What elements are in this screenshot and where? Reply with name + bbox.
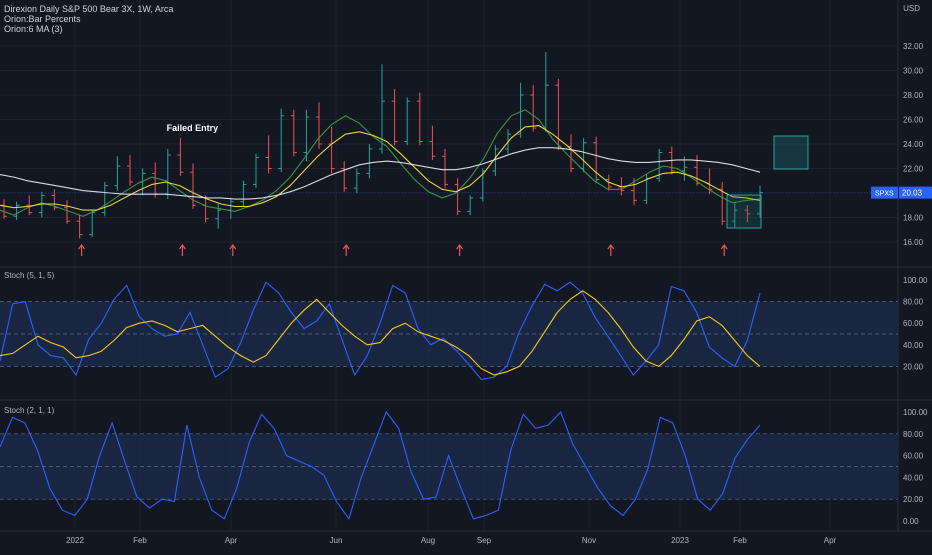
x-tick-label: Aug	[421, 536, 435, 545]
ohlc-bar	[278, 108, 285, 173]
x-tick-label: Sep	[477, 536, 492, 545]
entry-arrow	[342, 244, 350, 256]
ohlc-bar	[744, 205, 751, 223]
symbol-tag-label: SPXS	[875, 191, 894, 198]
stoch-1-tick-label: 80.00	[903, 298, 924, 307]
x-tick-label: 2023	[671, 536, 689, 545]
ohlc-bar	[13, 201, 20, 220]
ohlc-bar	[391, 88, 398, 146]
last-price-label: 20.03	[902, 189, 923, 198]
entry-arrow	[456, 244, 464, 256]
ma-line-1	[0, 109, 761, 217]
ohlc-bar	[127, 155, 133, 186]
price-tick-label: 30.00	[903, 67, 924, 76]
ohlc-bar	[353, 168, 360, 193]
stoch-2-tick-label: 40.00	[903, 473, 924, 482]
ohlc-bar	[240, 180, 247, 207]
indicator-ma[interactable]: Orion:6 MA (3)	[4, 24, 63, 34]
last-price-tag	[899, 186, 932, 199]
stop-box	[726, 194, 762, 229]
ohlc-bar	[101, 181, 108, 217]
price-tick-label: 22.00	[903, 165, 924, 174]
stoch-2-tick-label: 80.00	[903, 430, 924, 439]
entry-arrow	[78, 244, 86, 256]
x-tick-label: Jun	[330, 536, 343, 545]
symbol-tag	[871, 186, 898, 199]
ohlc-bar	[64, 200, 70, 224]
stoch-1-label[interactable]: Stoch (5, 1, 5)	[4, 271, 55, 280]
ohlc-bar	[290, 109, 297, 157]
indicator-bar-percents[interactable]: Orion:Bar Percents	[4, 14, 81, 24]
price-tick-label: 16.00	[903, 238, 924, 247]
entry-arrow	[178, 244, 186, 256]
ohlc-bar	[656, 148, 663, 182]
stoch-2-tick-label: 100.00	[903, 408, 928, 417]
chart-legend: Direxion Daily S&P 500 Bear 3X, 1W, Arca…	[4, 4, 173, 34]
stoch-1-tick-label: 20.00	[903, 362, 924, 371]
x-tick-label: 2022	[66, 536, 84, 545]
price-tick-label: 18.00	[903, 214, 924, 223]
ohlc-bar	[190, 163, 196, 209]
stoch-2-label[interactable]: Stoch (2, 1, 1)	[4, 406, 55, 415]
ma-line-2	[0, 125, 761, 211]
ohlc-bar	[341, 161, 348, 192]
stoch-2-tick-label: 60.00	[903, 452, 924, 461]
ohlc-bar	[265, 135, 272, 174]
symbol-title[interactable]: Direxion Daily S&P 500 Bear 3X, 1W, Arca	[4, 4, 174, 14]
ohlc-bar	[429, 125, 436, 160]
x-tick-label: Apr	[824, 536, 837, 545]
stoch-1-tick-label: 100.00	[903, 276, 928, 285]
entry-arrow	[229, 244, 237, 256]
entry-arrow	[720, 244, 728, 256]
stoch-1-line-k	[0, 281, 761, 380]
x-tick-label: Feb	[133, 536, 147, 545]
entry-arrow	[607, 244, 615, 256]
stoch-1-tick-label: 60.00	[903, 319, 924, 328]
ohlc-bar	[89, 210, 96, 238]
stoch-1-tick-label: 40.00	[903, 341, 924, 350]
stoch-2-tick-label: 0.00	[903, 517, 919, 526]
ohlc-bar	[404, 97, 411, 146]
ma-line-3	[0, 147, 761, 200]
ohlc-bar	[631, 178, 637, 206]
x-tick-label: Apr	[225, 536, 238, 545]
ohlc-bar	[316, 102, 322, 149]
ohlc-bar	[416, 92, 423, 146]
ohlc-bar	[517, 82, 524, 138]
ohlc-bar	[366, 144, 373, 179]
ohlc-bar	[492, 145, 499, 176]
ohlc-bar	[303, 109, 310, 162]
failed-entry-annotation: Failed Entry	[167, 123, 219, 133]
ohlc-bar	[114, 156, 121, 191]
price-tick-label: 24.00	[903, 140, 924, 149]
ohlc-bar	[38, 191, 45, 218]
target-box	[773, 135, 809, 170]
stoch-2-tick-label: 20.00	[903, 495, 924, 504]
stoch-2-line-k	[0, 410, 761, 521]
currency-label: USD	[903, 4, 920, 13]
price-tick-label: 26.00	[903, 116, 924, 125]
ohlc-bar	[593, 136, 600, 184]
ohlc-bar	[76, 215, 83, 239]
stoch-1-line-d	[0, 290, 761, 376]
ohlc-bar	[731, 201, 738, 228]
x-tick-label: Nov	[582, 536, 596, 545]
ohlc-bar	[454, 178, 461, 216]
ohlc-bar	[530, 85, 537, 132]
ohlc-bar	[253, 153, 259, 189]
ohlc-bar	[442, 148, 448, 189]
price-tick-label: 32.00	[903, 42, 924, 51]
ohlc-bar	[177, 137, 184, 176]
ohlc-bar	[26, 195, 33, 216]
ohlc-bar	[467, 195, 474, 216]
x-tick-label: Feb	[733, 536, 747, 545]
price-tick-label: 28.00	[903, 91, 924, 100]
